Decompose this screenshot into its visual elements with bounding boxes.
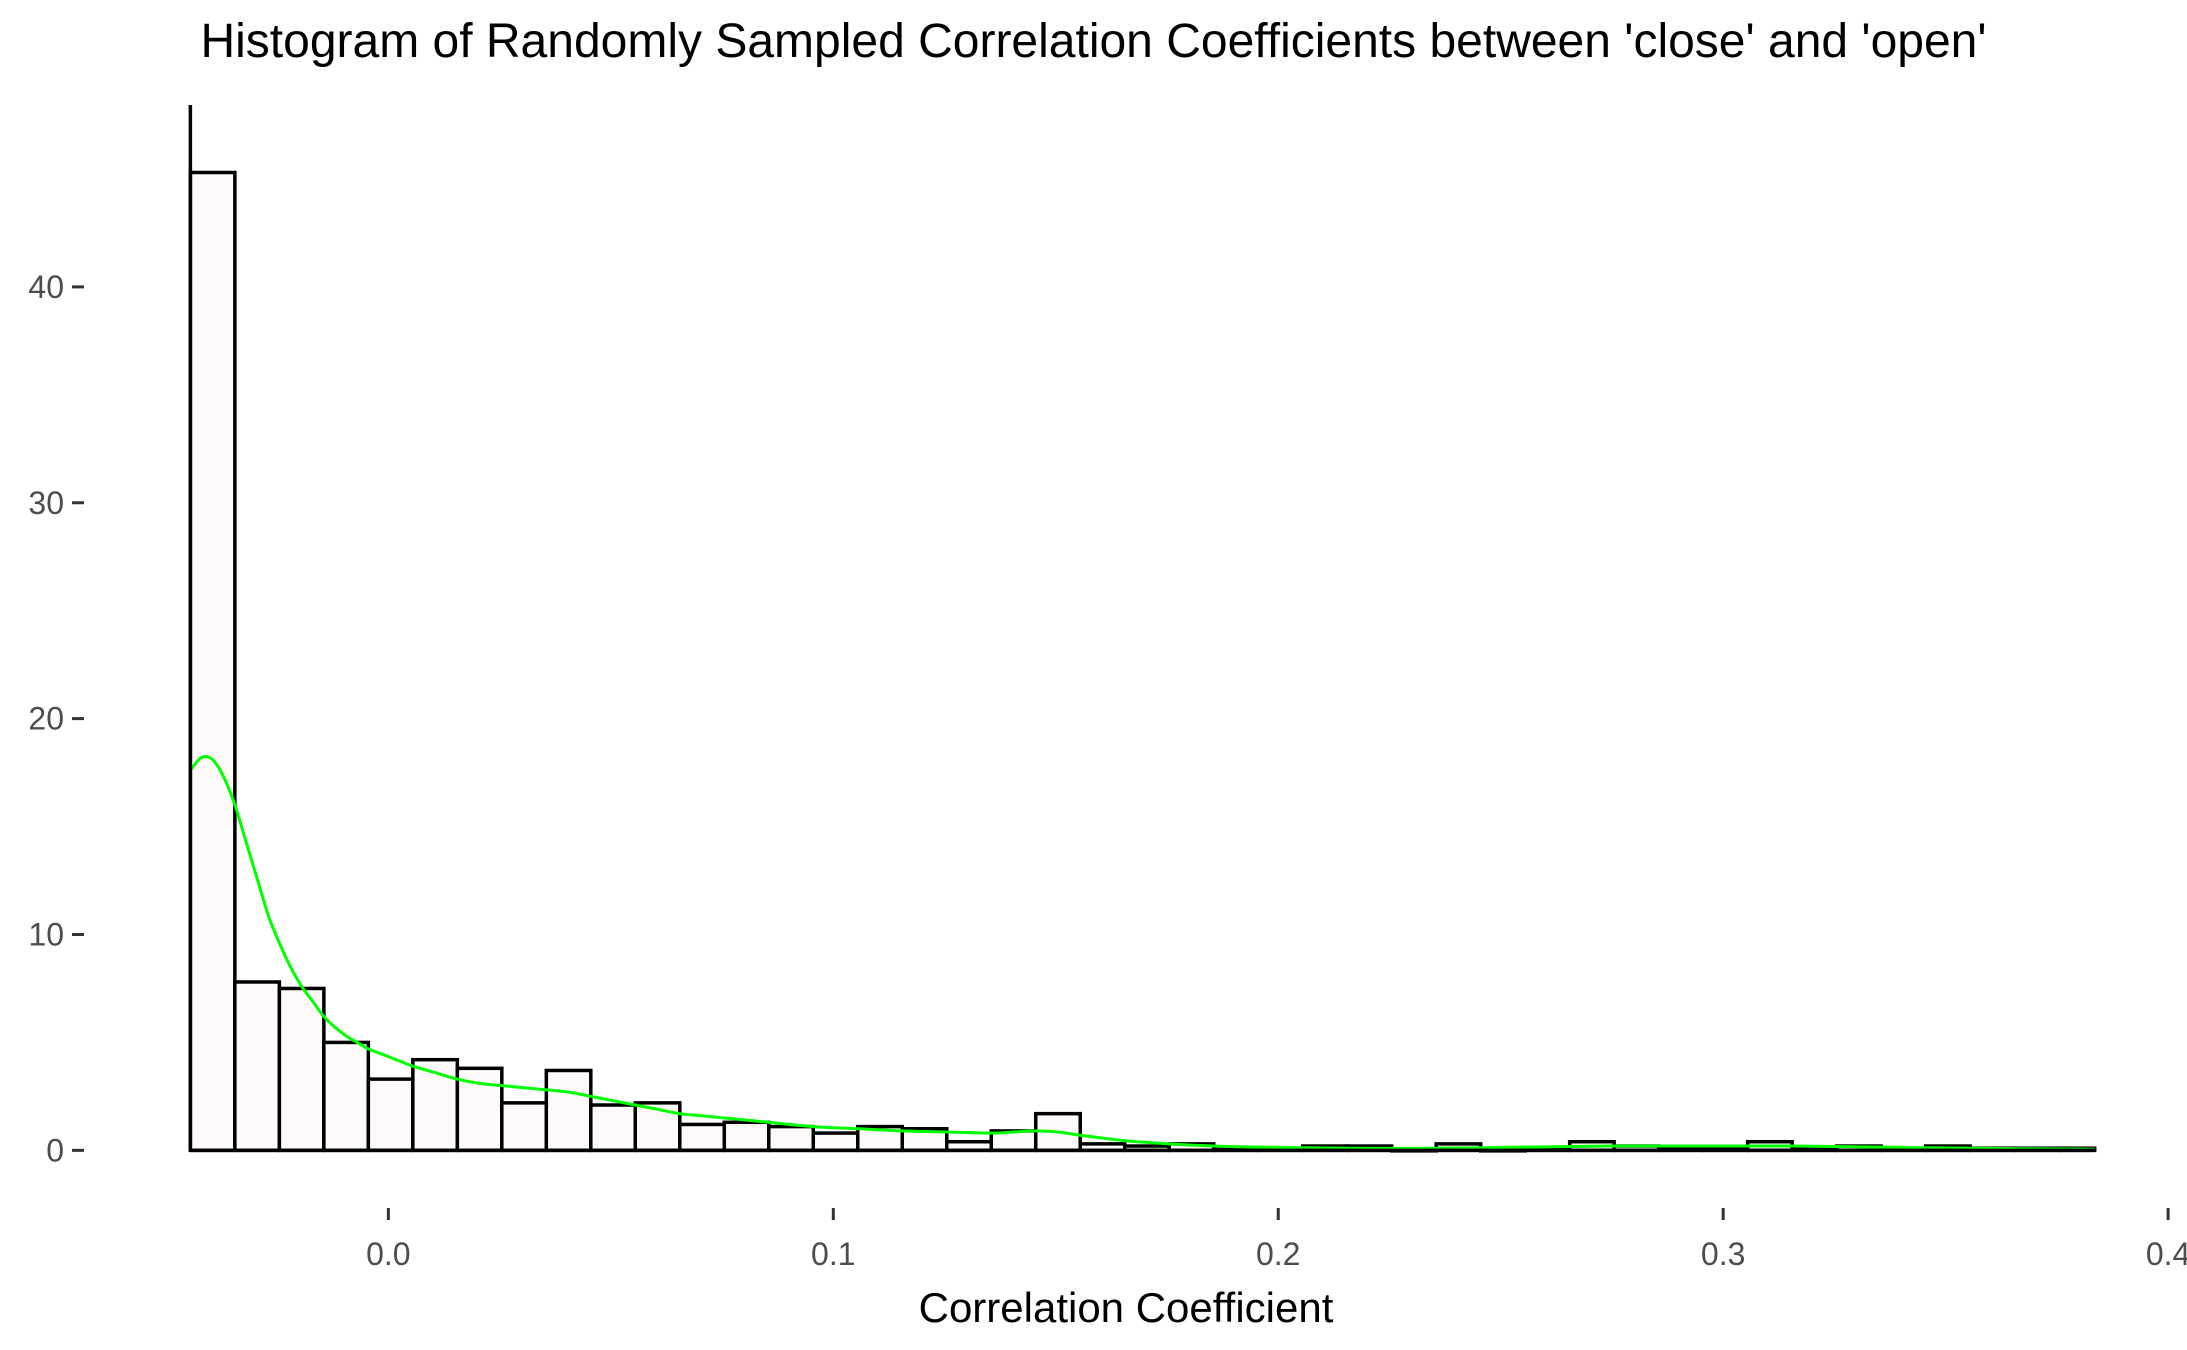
x-tick-label: 0.1 — [811, 1236, 855, 1272]
axes-layer: 0 10 20 30 40 0.0 0.1 0.2 0.3 0.4 — [28, 105, 2187, 1272]
y-tick-label: 30 — [28, 485, 64, 521]
histogram-bar — [500, 1101, 549, 1153]
x-axis-title: Correlation Coefficient — [919, 1284, 1334, 1331]
histogram-bar — [589, 1103, 638, 1153]
x-tick-label: 0.3 — [1701, 1236, 1745, 1272]
histogram-bar — [811, 1131, 860, 1153]
x-tick-label: 0.4 — [2146, 1236, 2187, 1272]
y-tick-label: 20 — [28, 701, 64, 737]
chart-title: Histogram of Randomly Sampled Correlatio… — [200, 15, 1987, 68]
y-tick-label: 40 — [28, 269, 64, 305]
y-tick-label: 10 — [28, 916, 64, 952]
density-curve-layer — [189, 755, 2095, 1151]
bars-layer — [188, 170, 2097, 1153]
histogram-bar — [411, 1057, 460, 1153]
histogram-bar — [678, 1122, 727, 1153]
histogram-bar — [188, 170, 237, 1153]
histogram-bar — [366, 1077, 415, 1153]
histogram-bar — [767, 1124, 816, 1153]
histogram-bar — [233, 980, 282, 1153]
density-curve — [189, 755, 2095, 1151]
histogram-bar — [322, 1040, 371, 1153]
x-tick-label: 0.0 — [366, 1236, 410, 1272]
histogram-bar — [277, 986, 326, 1153]
x-tick-label: 0.2 — [1256, 1236, 1300, 1272]
histogram-bar — [722, 1120, 771, 1153]
histogram-bar — [544, 1068, 593, 1153]
y-tick-label: 0 — [46, 1132, 64, 1168]
